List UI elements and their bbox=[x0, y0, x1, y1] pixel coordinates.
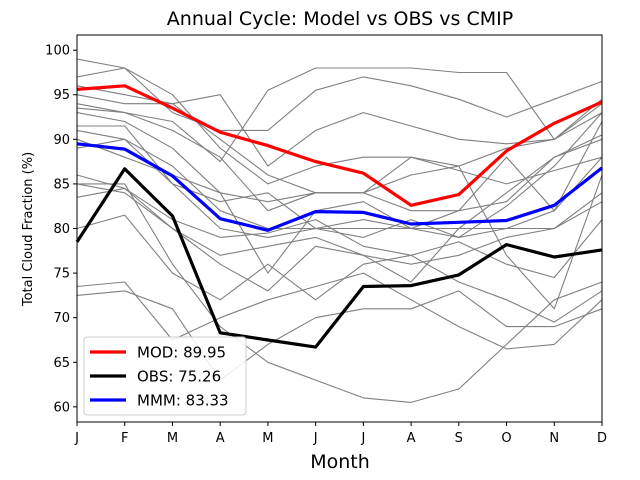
series-lines bbox=[75, 84, 603, 349]
x-tick-label: F bbox=[121, 431, 128, 446]
cmip-model-line-4 bbox=[76, 94, 603, 194]
x-tick-label: S bbox=[455, 431, 463, 446]
y-tick-label: 70 bbox=[53, 311, 70, 326]
y-axis-label: Total Cloud Fraction (%) bbox=[21, 152, 36, 307]
cmip-model-line-12 bbox=[76, 174, 603, 265]
cmip-model-line-6 bbox=[76, 67, 603, 163]
x-tick-label: J bbox=[74, 431, 79, 446]
x-tick-label: O bbox=[501, 431, 511, 446]
series-line-mod bbox=[76, 84, 603, 207]
legend-box bbox=[83, 336, 247, 416]
cmip-model-line-16 bbox=[76, 272, 603, 350]
x-tick-label: M bbox=[167, 431, 178, 446]
x-tick-label: M bbox=[262, 431, 273, 446]
cmip-model-line-15 bbox=[76, 214, 603, 323]
series-line-obs bbox=[75, 167, 603, 349]
chart-title: Annual Cycle: Model vs OBS vs CMIP bbox=[167, 8, 513, 30]
x-axis-label: Month bbox=[310, 451, 370, 473]
cmip-model-line-14 bbox=[76, 187, 603, 279]
x-tick-label: A bbox=[407, 431, 416, 446]
cmip-model-line-11 bbox=[76, 112, 603, 238]
x-tick-label: N bbox=[549, 431, 559, 446]
y-tick-label: 75 bbox=[53, 267, 70, 282]
ensemble-lines bbox=[76, 58, 603, 403]
series-line-mmm bbox=[76, 142, 603, 232]
legend-label-mmm: MMM: 83.33 bbox=[137, 392, 229, 410]
y-axis-ticks: 60 65 70 75 80 85 90 95 100 bbox=[45, 44, 77, 415]
y-tick-label: 60 bbox=[53, 400, 70, 415]
y-tick-label: 80 bbox=[53, 222, 70, 237]
x-tick-label: J bbox=[360, 431, 365, 446]
legend: MOD: 89.95 OBS: 75.26 MMM: 83.33 bbox=[83, 336, 247, 416]
y-tick-label: 95 bbox=[53, 88, 70, 103]
y-tick-label: 90 bbox=[53, 133, 70, 148]
cmip-model-line-17 bbox=[76, 290, 603, 381]
y-tick-label: 100 bbox=[45, 44, 70, 59]
y-tick-label: 65 bbox=[53, 356, 70, 371]
cmip-model-line-9 bbox=[76, 129, 603, 238]
cmip-model-line-18 bbox=[77, 183, 603, 403]
cmip-model-line-7 bbox=[76, 112, 603, 212]
x-tick-label: D bbox=[597, 431, 607, 446]
x-tick-label: A bbox=[216, 431, 225, 446]
cmip-model-line-13 bbox=[76, 183, 603, 292]
cmip-model-line-3 bbox=[76, 85, 603, 167]
x-tick-label: J bbox=[313, 431, 318, 446]
cmip-model-line-8 bbox=[77, 125, 603, 230]
legend-label-obs: OBS: 75.26 bbox=[137, 368, 221, 386]
legend-label-mod: MOD: 89.95 bbox=[137, 344, 226, 362]
y-tick-label: 85 bbox=[53, 177, 70, 192]
